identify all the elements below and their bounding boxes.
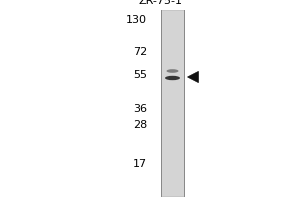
Text: 72: 72 — [133, 47, 147, 57]
Text: 28: 28 — [133, 120, 147, 130]
Bar — [161, 10, 184, 196]
Text: 36: 36 — [133, 104, 147, 114]
Polygon shape — [188, 71, 198, 83]
Ellipse shape — [165, 76, 180, 80]
Ellipse shape — [167, 69, 178, 73]
Text: 55: 55 — [133, 70, 147, 80]
Text: 130: 130 — [126, 15, 147, 25]
Text: 17: 17 — [133, 159, 147, 169]
Text: ZR-75-1: ZR-75-1 — [139, 0, 182, 6]
